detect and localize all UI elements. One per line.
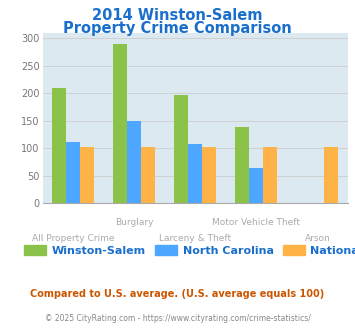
Bar	[249, 168, 263, 203]
Bar	[141, 147, 155, 203]
Legend: Winston-Salem, North Carolina, National: Winston-Salem, North Carolina, National	[20, 240, 355, 260]
Text: © 2025 CityRating.com - https://www.cityrating.com/crime-statistics/: © 2025 CityRating.com - https://www.city…	[45, 314, 310, 323]
Text: Property Crime Comparison: Property Crime Comparison	[63, 21, 292, 36]
Text: Larceny & Theft: Larceny & Theft	[159, 234, 231, 243]
Bar	[66, 142, 80, 203]
Bar	[127, 121, 141, 203]
Bar	[202, 147, 216, 203]
Text: Motor Vehicle Theft: Motor Vehicle Theft	[212, 218, 300, 227]
Bar	[235, 127, 249, 203]
Text: Burglary: Burglary	[115, 218, 153, 227]
Bar	[324, 147, 338, 203]
Text: Compared to U.S. average. (U.S. average equals 100): Compared to U.S. average. (U.S. average …	[31, 289, 324, 299]
Bar	[113, 44, 127, 203]
Bar	[80, 147, 94, 203]
Bar	[188, 144, 202, 203]
Text: 2014 Winston-Salem: 2014 Winston-Salem	[92, 8, 263, 23]
Bar	[174, 95, 188, 203]
Bar	[263, 147, 277, 203]
Text: Arson: Arson	[305, 234, 330, 243]
Bar	[52, 88, 66, 203]
Text: All Property Crime: All Property Crime	[32, 234, 114, 243]
